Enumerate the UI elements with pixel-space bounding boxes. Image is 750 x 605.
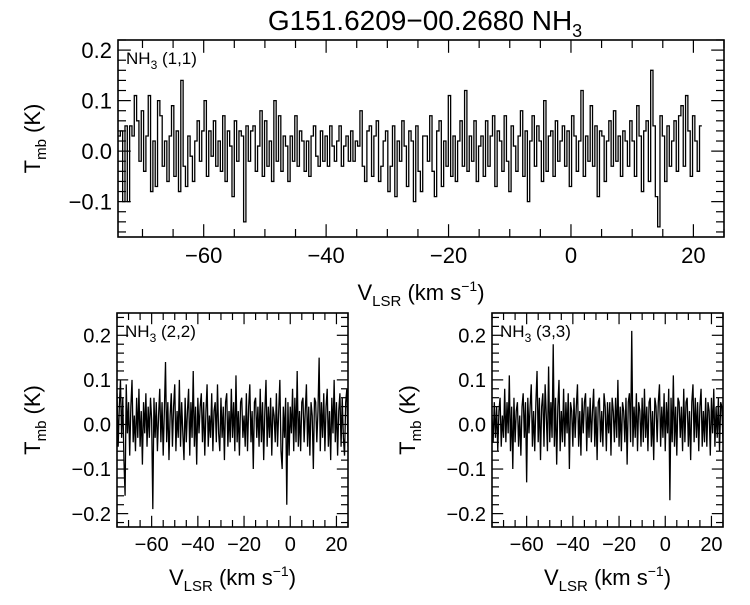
panels: −60 −40 −20 0 20 −0.1 0.0 0.1 0.2 NH3 (1,1) VLSR (… [20, 38, 725, 595]
x-tick-label-bottom-right: −60 [510, 534, 544, 556]
x-tick-label-top: −20 [430, 243, 467, 268]
figure-title-sub: 3 [572, 21, 582, 41]
x-tick-label-bottom-left: −20 [227, 534, 261, 556]
y-tick-label-bottom-left: 0.1 [83, 370, 111, 392]
spectrum-trace-top [118, 69, 702, 228]
y-tick-label-bottom-right: 0.1 [458, 370, 486, 392]
y-tick-label-bottom-right: −0.1 [447, 459, 486, 481]
y-tick-label-bottom-left: 0.0 [83, 415, 111, 437]
x-axis-label-bottom-left: VLSR (km s−1) [169, 563, 296, 595]
x-tick-label-bottom-left: −40 [181, 534, 215, 556]
plot-frame-top [117, 39, 725, 238]
panel-bottom-right: −60 −40 −20 0 20 −0.2 −0.1 0.0 0.1 0.2 NH3 (3,3) VL… [395, 312, 724, 595]
x-tick-label-bottom-left: 20 [325, 534, 347, 556]
y-axis-label-bottom-right: Tmb (K) [395, 385, 425, 455]
x-tick-label-bottom-right: 20 [700, 534, 722, 556]
figure-title: G151.6209−00.2680 NH3 [268, 5, 582, 41]
y-axis-label-top: Tmb (K) [20, 104, 50, 174]
y-tick-label-top: 0.2 [81, 38, 112, 63]
x-tick-label-bottom-right: −20 [602, 534, 636, 556]
x-tick-label-top: −40 [307, 243, 344, 268]
transition-label-bottom-left: NH3 (2,2) [125, 322, 196, 345]
x-axis-label-bottom-right: VLSR (km s−1) [544, 563, 671, 595]
y-tick-label-bottom-right: 0.2 [458, 325, 486, 347]
x-axis-label-top: VLSR (km s−1) [357, 278, 484, 310]
spectrum-trace-bottom-right [492, 330, 723, 501]
x-tick-label-bottom-left: −60 [135, 534, 169, 556]
x-tick-label-top: 0 [565, 243, 577, 268]
x-tick-label-top: 20 [681, 243, 705, 268]
x-tick-label-bottom-right: −40 [556, 534, 590, 556]
y-tick-label-bottom-right: 0.0 [458, 415, 486, 437]
x-tick-label-bottom-right: 0 [660, 534, 671, 556]
y-tick-label-bottom-left: −0.1 [72, 459, 111, 481]
transition-label-top: NH3 (1,1) [126, 49, 197, 72]
y-tick-label-top: 0.1 [81, 89, 112, 114]
x-tick-label-top: −60 [185, 243, 222, 268]
y-axis-label-bottom-left: Tmb (K) [20, 385, 50, 455]
y-tick-label-bottom-right: −0.2 [447, 504, 486, 526]
spectrum-trace-bottom-left [117, 357, 348, 510]
y-tick-label-bottom-left: −0.2 [72, 504, 111, 526]
y-tick-label-top: 0.0 [81, 139, 112, 164]
y-tick-label-top: −0.1 [69, 190, 112, 215]
transition-label-bottom-right: NH3 (3,3) [500, 322, 571, 345]
y-tick-label-bottom-left: 0.2 [83, 325, 111, 347]
panel-bottom-left: −60 −40 −20 0 20 −0.2 −0.1 0.0 0.1 0.2 NH3 (2,2) VL… [20, 312, 349, 595]
x-tick-label-bottom-left: 0 [285, 534, 296, 556]
panel-top: −60 −40 −20 0 20 −0.1 0.0 0.1 0.2 NH3 (1,1) VLSR (… [20, 38, 725, 310]
figure-title-main: G151.6209−00.2680 NH [268, 5, 572, 36]
